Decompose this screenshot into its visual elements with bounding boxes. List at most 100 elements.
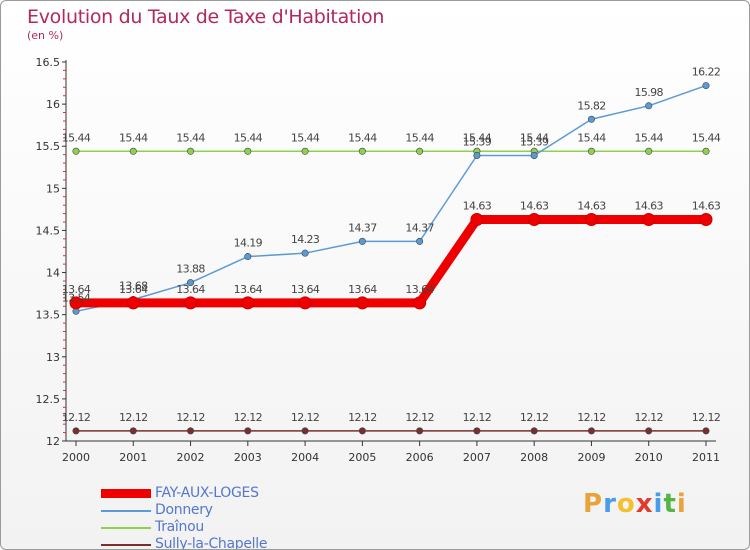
data-point bbox=[642, 212, 656, 226]
logo-letter: i bbox=[676, 489, 687, 519]
legend-swatch bbox=[101, 510, 151, 512]
data-point bbox=[298, 296, 312, 310]
legend-swatch bbox=[101, 544, 151, 546]
data-label: 13.54 bbox=[62, 291, 91, 304]
legend-label: Sully-la-Chapelle bbox=[155, 536, 268, 550]
data-label: 15.44 bbox=[348, 131, 377, 144]
data-label: 13.64 bbox=[119, 283, 148, 296]
data-point bbox=[587, 115, 595, 123]
data-label: 15.39 bbox=[463, 135, 492, 148]
chart-title: Evolution du Taux de Taxe d'Habitation bbox=[27, 6, 385, 28]
data-label: 14.63 bbox=[634, 199, 663, 212]
data-label: 13.88 bbox=[176, 263, 205, 276]
x-tick-label: 2008 bbox=[520, 451, 548, 464]
data-point bbox=[527, 212, 541, 226]
data-label: 14.63 bbox=[577, 199, 606, 212]
data-label: 12.12 bbox=[463, 411, 492, 424]
data-point bbox=[473, 151, 481, 159]
data-point bbox=[416, 427, 424, 435]
y-tick-label: 13.5 bbox=[36, 309, 61, 322]
data-label: 12.12 bbox=[692, 411, 721, 424]
data-label: 15.44 bbox=[405, 131, 434, 144]
data-point bbox=[244, 253, 252, 261]
data-point bbox=[301, 427, 309, 435]
data-point bbox=[72, 147, 80, 155]
x-tick-label: 2003 bbox=[234, 451, 262, 464]
legend-label: Traînou bbox=[155, 519, 204, 535]
legend-item: FAY-AUX-LOGES bbox=[101, 485, 361, 502]
x-tick-label: 2010 bbox=[635, 451, 663, 464]
data-point bbox=[301, 249, 309, 257]
y-tick-label: 12 bbox=[46, 435, 60, 448]
x-tick-label: 2005 bbox=[348, 451, 376, 464]
data-label: 13.64 bbox=[348, 283, 377, 296]
data-point bbox=[241, 296, 255, 310]
data-label: 14.37 bbox=[348, 221, 377, 234]
data-point bbox=[72, 427, 80, 435]
data-label: 15.44 bbox=[291, 131, 320, 144]
logo-letter: t bbox=[663, 489, 677, 519]
legend-item: Sully-la-Chapelle bbox=[101, 536, 361, 550]
data-label: 12.12 bbox=[234, 411, 263, 424]
data-label: 12.12 bbox=[291, 411, 320, 424]
y-tick-label: 15.5 bbox=[36, 140, 61, 153]
data-point bbox=[416, 147, 424, 155]
data-label: 15.98 bbox=[634, 86, 663, 99]
data-label: 15.44 bbox=[692, 131, 721, 144]
y-tick-label: 12.5 bbox=[36, 393, 61, 406]
data-label: 15.44 bbox=[176, 131, 205, 144]
data-label: 13.64 bbox=[291, 283, 320, 296]
data-label: 15.44 bbox=[119, 131, 148, 144]
y-tick-label: 16.5 bbox=[36, 56, 61, 69]
y-tick-label: 15 bbox=[46, 182, 60, 195]
logo-letter: r bbox=[603, 489, 617, 519]
data-label: 12.12 bbox=[577, 411, 606, 424]
x-tick-label: 2004 bbox=[291, 451, 319, 464]
data-label: 15.39 bbox=[520, 135, 549, 148]
data-label: 14.23 bbox=[291, 233, 320, 246]
data-point bbox=[645, 147, 653, 155]
chart-legend: FAY-AUX-LOGES Donnery Traînou Sully-la-Chap… bbox=[101, 485, 361, 550]
data-label: 12.12 bbox=[634, 411, 663, 424]
data-point bbox=[358, 427, 366, 435]
x-tick-label: 2011 bbox=[692, 451, 720, 464]
data-label: 14.19 bbox=[234, 237, 263, 250]
data-point bbox=[184, 296, 198, 310]
line-chart: 12 12.5 13 13.5 14 14.5 15 15.5 16 16.5 2000 2001 20… bbox=[36, 56, 722, 464]
data-point bbox=[645, 102, 653, 110]
y-tick-label: 14.5 bbox=[36, 224, 61, 237]
data-point bbox=[530, 151, 538, 159]
data-label: 15.44 bbox=[520, 131, 549, 144]
logo-letter: x bbox=[635, 489, 654, 519]
data-point bbox=[473, 427, 481, 435]
chart-subtitle: (en %) bbox=[27, 29, 64, 42]
data-point bbox=[187, 427, 195, 435]
legend-item: Traînou bbox=[101, 519, 361, 536]
data-point bbox=[702, 82, 710, 90]
data-label: 16.22 bbox=[692, 66, 721, 79]
data-point bbox=[645, 427, 653, 435]
data-point bbox=[129, 147, 137, 155]
data-point bbox=[587, 147, 595, 155]
data-point bbox=[702, 147, 710, 155]
data-label: 14.63 bbox=[520, 199, 549, 212]
data-point bbox=[187, 279, 195, 287]
data-label: 12.12 bbox=[348, 411, 377, 424]
data-point bbox=[244, 147, 252, 155]
data-point bbox=[358, 237, 366, 245]
data-label: 14.63 bbox=[463, 199, 492, 212]
data-point bbox=[187, 147, 195, 155]
x-tick-label: 2009 bbox=[577, 451, 605, 464]
data-point bbox=[129, 427, 137, 435]
data-point bbox=[416, 237, 424, 245]
y-tick-label: 16 bbox=[46, 98, 60, 111]
y-tick-label: 14 bbox=[46, 267, 60, 280]
logo-letter: P bbox=[583, 489, 604, 519]
data-label: 14.63 bbox=[692, 199, 721, 212]
legend-swatch bbox=[101, 489, 151, 498]
series-line-0 bbox=[76, 214, 706, 308]
data-point bbox=[69, 296, 83, 310]
data-point bbox=[126, 296, 140, 310]
data-label: 15.82 bbox=[577, 99, 606, 112]
